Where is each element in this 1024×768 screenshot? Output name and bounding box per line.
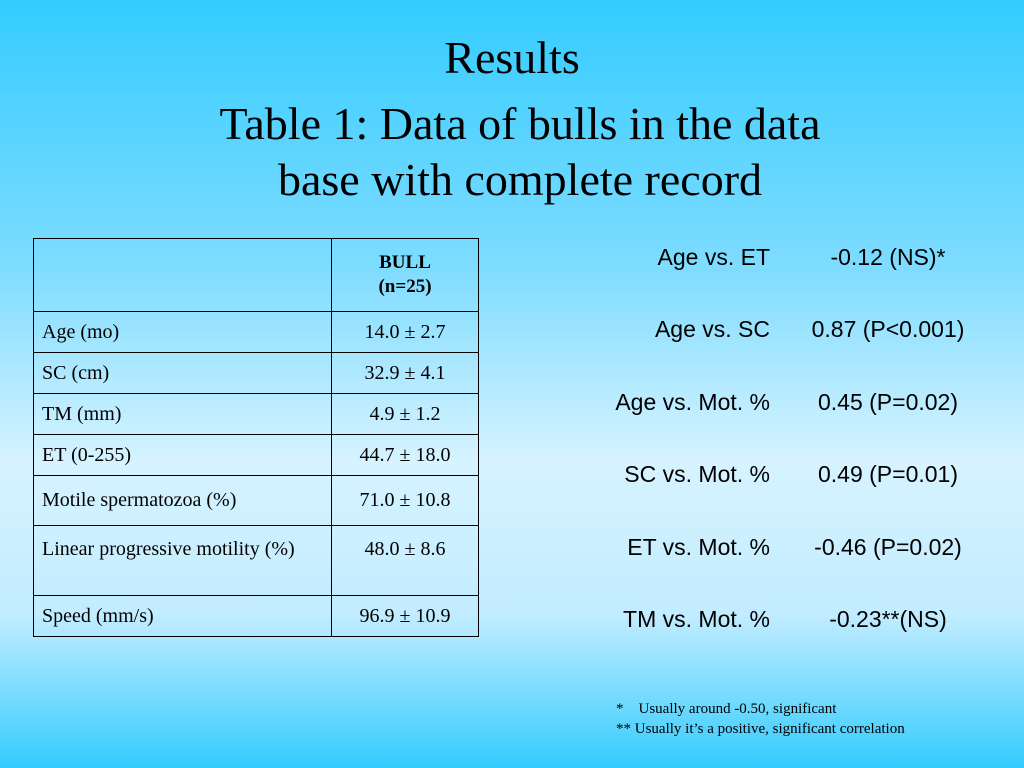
row-value-age: 14.0 ± 2.7 [331, 311, 479, 353]
row-value-sc: 32.9 ± 4.1 [331, 352, 479, 394]
table-header-corner [33, 238, 332, 312]
correlation-value: -0.46 (P=0.02) [814, 533, 962, 560]
slide-title-text: Results [444, 32, 580, 83]
correlation-pair: SC vs. Mot. % [624, 461, 770, 488]
correlation-value: -0.12 (NS)* [830, 244, 946, 270]
list-item: ET vs. Mot. % -0.46 (P=0.02) [540, 534, 1000, 606]
row-label-et: ET (0-255) [33, 434, 332, 476]
list-item: Age vs. SC 0.87 (P<0.001) [540, 316, 1000, 388]
row-value-tm: 4.9 ± 1.2 [331, 393, 479, 435]
correlation-pair: Age vs. Mot. % [615, 388, 770, 415]
correlation-pair: Age vs. ET [657, 244, 770, 270]
table-caption: Table 1: Data of bulls in the data base … [150, 96, 890, 208]
table-header-row: BULL (n=25) [33, 238, 479, 312]
row-label-speed: Speed (mm/s) [33, 595, 332, 637]
correlation-pair: Age vs. SC [654, 316, 770, 343]
correlation-pair: ET vs. Mot. % [627, 533, 770, 560]
table-row: Linear progressive motility (%) 48.0 ± 8… [33, 525, 479, 596]
table-caption-line2: base with complete record [277, 154, 763, 205]
correlation-value: 0.45 (P=0.02) [817, 388, 958, 415]
row-label-sc: SC (cm) [33, 352, 332, 394]
table-row: Motile spermatozoa (%) 71.0 ± 10.8 [33, 475, 479, 526]
table-row: Speed (mm/s) 96.9 ± 10.9 [33, 595, 479, 637]
table-row: SC (cm) 32.9 ± 4.1 [33, 352, 479, 394]
row-label-motile: Motile spermatozoa (%) [33, 475, 332, 526]
table-row: TM (mm) 4.9 ± 1.2 [33, 393, 479, 435]
table-caption-line1: Table 1: Data of bulls in the data [219, 98, 821, 149]
footnote-2: ** Usually it’s a positive, significant … [616, 721, 905, 737]
table-row: Age (mo) 14.0 ± 2.7 [33, 311, 479, 353]
row-value-motile: 71.0 ± 10.8 [331, 475, 479, 526]
table-header-bull-line2: (n=25) [378, 276, 432, 297]
table-row: ET (0-255) 44.7 ± 18.0 [33, 434, 479, 476]
correlation-value: 0.49 (P=0.01) [817, 461, 958, 488]
bull-data-table: BULL (n=25) Age (mo) 14.0 ± 2.7 SC (cm) … [33, 238, 479, 637]
footnote-1: * Usually around -0.50, significant [616, 701, 837, 717]
correlation-value: -0.23**(NS) [829, 605, 947, 632]
list-item: TM vs. Mot. % -0.23**(NS) [540, 606, 1000, 678]
row-label-tm: TM (mm) [33, 393, 332, 435]
list-item: SC vs. Mot. % 0.49 (P=0.01) [540, 461, 1000, 533]
correlation-pair: TM vs. Mot. % [623, 605, 770, 632]
list-item: Age vs. Mot. % 0.45 (P=0.02) [540, 389, 1000, 461]
row-value-et: 44.7 ± 18.0 [331, 434, 479, 476]
footnotes: * Usually around -0.50, significant ** U… [616, 699, 905, 739]
list-item: Age vs. ET -0.12 (NS)* [540, 244, 1000, 316]
row-label-age: Age (mo) [33, 311, 332, 353]
row-value-linear-progressive: 48.0 ± 8.6 [331, 525, 479, 596]
slide-title: Results [0, 30, 1024, 86]
row-label-linear-progressive: Linear progressive motility (%) [33, 525, 332, 596]
table-header-bull: BULL (n=25) [331, 238, 479, 312]
correlation-value: 0.87 (P<0.001) [811, 316, 965, 343]
row-value-speed: 96.9 ± 10.9 [331, 595, 479, 637]
correlation-list: Age vs. ET -0.12 (NS)* Age vs. SC 0.87 (… [540, 244, 1000, 678]
table-header-bull-line1: BULL [379, 252, 431, 273]
